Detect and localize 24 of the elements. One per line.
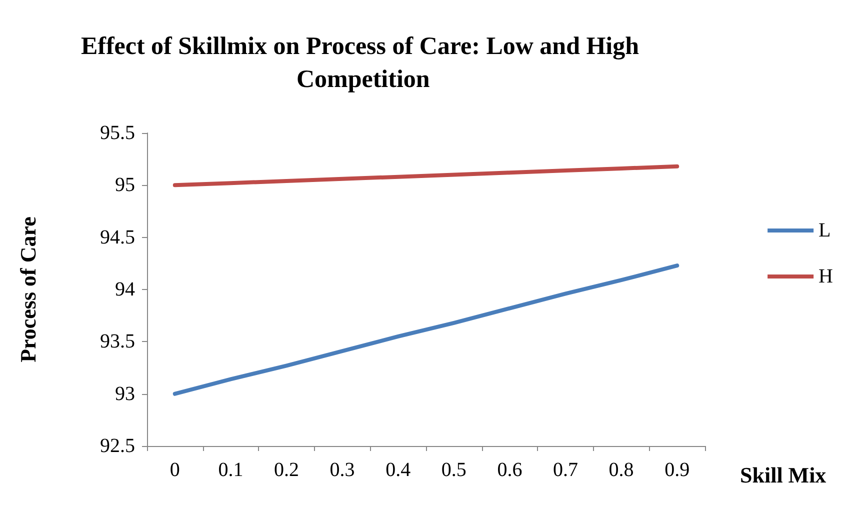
x-tick-label: 0.7 bbox=[553, 459, 578, 481]
y-tick-label: 94.5 bbox=[100, 226, 135, 248]
y-tick-label: 94 bbox=[115, 278, 135, 300]
chart-title: Effect of Skillmix on Process of Care: Low and High Competition bbox=[80, 33, 640, 93]
x-tick-label: 0.4 bbox=[386, 459, 411, 481]
x-tick-label: 0 bbox=[170, 459, 180, 481]
line-series bbox=[172, 164, 680, 188]
y-tick-label: 95.5 bbox=[100, 122, 135, 144]
x-tick-label: 0.2 bbox=[274, 459, 299, 481]
y-axis-title: Process of Care bbox=[16, 216, 40, 362]
x-tick-label: 0.3 bbox=[330, 459, 355, 481]
x-tick-label: 0.9 bbox=[664, 459, 690, 481]
legend-label: H bbox=[818, 266, 834, 288]
line-series bbox=[172, 264, 680, 396]
x-tick-label: 0.5 bbox=[441, 459, 466, 481]
y-tick-label: 92.5 bbox=[100, 435, 135, 457]
x-tick-label: 0.1 bbox=[218, 459, 244, 481]
y-tick-label: 93 bbox=[115, 382, 135, 405]
x-axis-title: Skill Mix bbox=[740, 462, 826, 488]
y-tick-label: 93.5 bbox=[100, 330, 135, 353]
x-tick-label: 0.8 bbox=[608, 459, 634, 481]
legend-label: L bbox=[818, 220, 831, 242]
y-tick-label: 95 bbox=[115, 174, 135, 196]
x-tick-label: 0.6 bbox=[497, 459, 522, 481]
